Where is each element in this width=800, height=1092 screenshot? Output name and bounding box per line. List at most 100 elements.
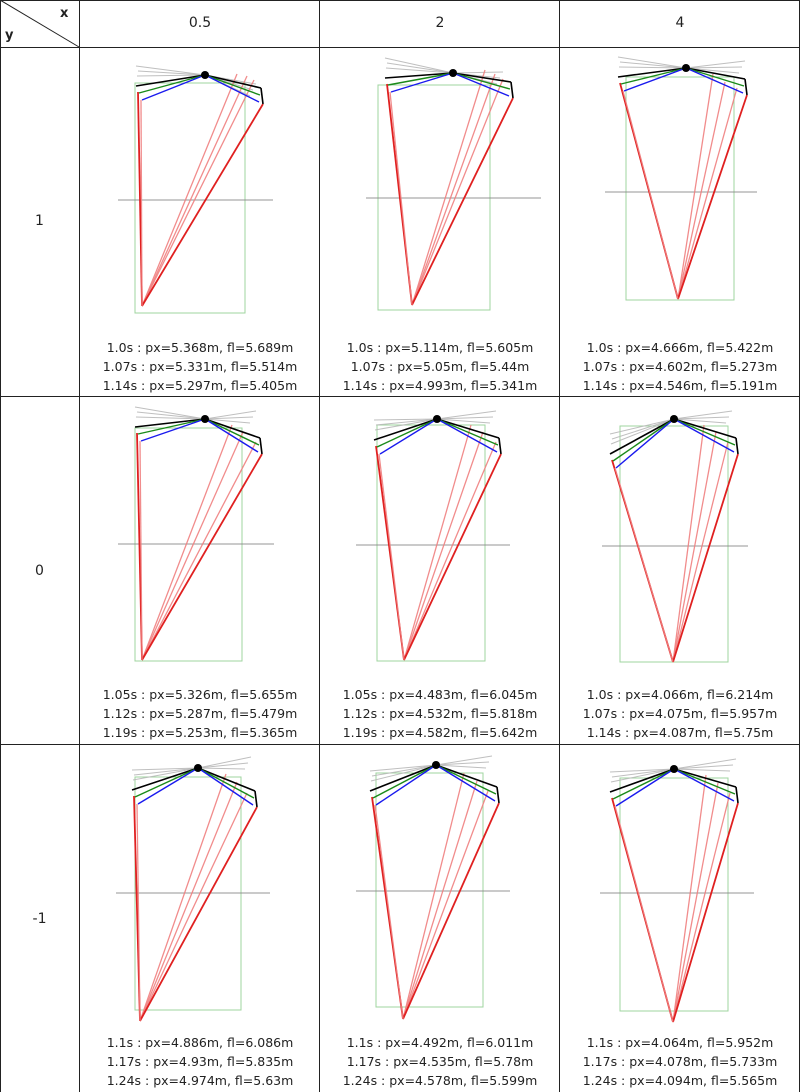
triangle-side — [411, 78, 504, 306]
arm-gray — [386, 62, 454, 74]
triangle-side — [139, 792, 248, 1022]
arm-gray — [374, 418, 438, 431]
triangle-side — [141, 424, 233, 661]
triangle-side — [402, 780, 478, 1020]
arm-black — [496, 786, 500, 804]
mechanism-diagram — [366, 57, 541, 311]
cell-y1-x0.5: 1.0s : px=5.368m, fl=5.689m 1.07s : px=5… — [80, 48, 320, 396]
arm-black — [452, 72, 512, 83]
arm-gray — [136, 74, 206, 77]
mechanism-diagram — [118, 65, 273, 314]
arm-green — [620, 67, 687, 85]
bounding-box — [134, 82, 246, 314]
arm-green — [134, 767, 199, 798]
arm-green — [673, 768, 736, 795]
arm-black — [435, 764, 498, 788]
triangle-side — [139, 806, 258, 1022]
triangle-side — [389, 91, 413, 306]
arm-black — [384, 72, 454, 79]
y-axis-label: y — [5, 28, 14, 43]
arm-blue — [375, 764, 437, 806]
triangle-side — [403, 424, 472, 661]
arm-gray — [435, 764, 487, 769]
arm-black — [260, 87, 264, 105]
cell-line: 1.0s : px=4.066m, fl=6.214m — [586, 687, 774, 702]
column-header-2: 4 — [675, 15, 685, 31]
arm-blue — [390, 72, 454, 93]
cell-line: 1.12s : px=5.287m, fl=5.479m — [102, 706, 298, 721]
arm-gray — [685, 66, 743, 69]
arm-gray — [135, 416, 206, 420]
arm-green — [612, 418, 675, 462]
arm-gray — [373, 418, 438, 421]
arm-green — [436, 418, 499, 446]
triangle-side — [374, 804, 404, 1020]
arm-gray — [385, 67, 454, 74]
arm-gray — [609, 418, 675, 435]
row-header-0: 1 — [35, 213, 44, 229]
arm-gray — [617, 56, 687, 69]
arm-gray — [436, 410, 497, 420]
arm-blue — [204, 418, 259, 453]
arm-gray — [436, 418, 491, 424]
arm-gray — [673, 758, 737, 770]
triangle-side — [677, 94, 748, 300]
triangle-side — [672, 792, 731, 1023]
grid-line — [0, 0, 800, 1]
row-header-1: 0 — [35, 563, 44, 579]
pivot-dot — [670, 765, 678, 773]
arm-black — [498, 437, 502, 455]
grid-line — [0, 396, 800, 397]
triangle-side — [403, 453, 502, 661]
arm-blue — [623, 67, 687, 92]
column-header-0: 0.5 — [188, 15, 212, 31]
arm-gray — [452, 71, 504, 74]
arm-gray — [619, 61, 687, 69]
cell-line: 1.07s : px=5.05m, fl=5.44m — [350, 359, 530, 374]
pivot-dot — [194, 764, 202, 772]
arm-gray — [136, 411, 206, 420]
arm-blue — [685, 67, 744, 94]
arm-gray — [618, 66, 687, 69]
cell-y-1-x4: 1.1s : px=4.064m, fl=5.952m 1.17s : px=4… — [560, 745, 800, 1092]
arm-gray — [197, 756, 252, 769]
triangle-side — [136, 803, 141, 1022]
cell-y0-x2: 1.05s : px=4.483m, fl=6.045m 1.12s : px=… — [320, 397, 560, 744]
arm-black — [735, 437, 739, 455]
arm-green — [452, 72, 511, 90]
cell-line: 1.14s : px=4.087m, fl=5.75m — [586, 725, 774, 740]
triangle-side — [672, 453, 739, 663]
arm-gray — [204, 416, 254, 420]
triangle-side — [141, 431, 244, 661]
arm-blue — [379, 418, 438, 455]
cell-line: 1.05s : px=4.483m, fl=6.045m — [342, 687, 538, 702]
triangle-side — [140, 99, 143, 307]
triangle-side — [141, 441, 257, 661]
mechanism-diagram — [118, 406, 274, 662]
triangle-side — [677, 73, 714, 300]
cell-line: 1.0s : px=5.368m, fl=5.689m — [106, 340, 294, 355]
arm-green — [138, 74, 206, 94]
triangle-side — [622, 90, 679, 300]
triangle-side — [141, 73, 238, 307]
arm-gray — [611, 418, 675, 440]
arm-gray — [611, 768, 675, 778]
arm-gray — [204, 410, 257, 420]
arm-gray — [204, 418, 251, 424]
arm-gray — [436, 416, 494, 420]
triangle-side — [402, 772, 465, 1020]
cell-line: 1.14s : px=4.546m, fl=5.191m — [582, 378, 778, 393]
arm-gray — [609, 768, 675, 773]
triangle-side — [677, 87, 738, 300]
triangle-side — [139, 773, 227, 1022]
arm-blue — [141, 74, 206, 101]
arm-gray — [384, 57, 454, 74]
arm-gray — [371, 764, 437, 777]
arm-gray — [610, 418, 675, 445]
arm-green — [387, 72, 454, 86]
cell-line: 1.0s : px=4.666m, fl=5.422m — [586, 340, 774, 355]
arm-gray — [137, 70, 206, 76]
triangle-side — [403, 441, 497, 661]
cell-line: 1.14s : px=5.297m, fl=5.405m — [102, 378, 298, 393]
